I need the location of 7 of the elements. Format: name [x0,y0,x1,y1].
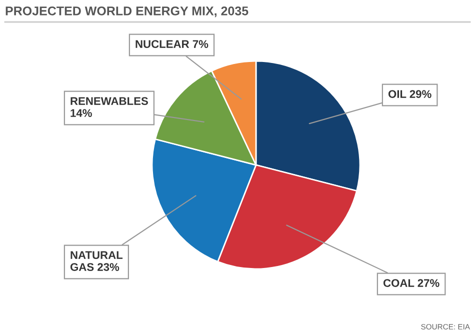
slice-label: RENEWABLES [70,97,148,105]
slice-label: NATURAL GAS 23% [70,251,123,271]
slice-label: COAL 27% [383,279,440,287]
chart-title: PROJECTED WORLD ENERGY MIX, 2035 [6,6,248,18]
slice-label: NUCLEAR 7% [136,40,208,48]
data-label: 14% [70,109,92,117]
slice-label: OIL 29% [388,90,432,98]
